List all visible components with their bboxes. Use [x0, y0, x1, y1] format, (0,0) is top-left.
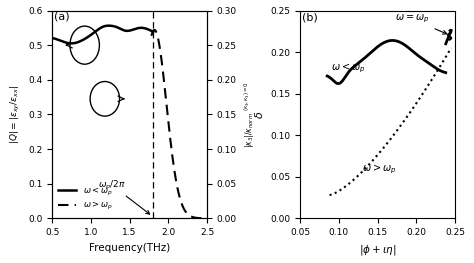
Y-axis label: $|\kappa_3|/\kappa_{norm}$ $^{(\kappa_3,\kappa_3)=0}$: $|\kappa_3|/\kappa_{norm}$ $^{(\kappa_3,… — [243, 81, 257, 148]
Text: $\omega < \omega_p$: $\omega < \omega_p$ — [331, 62, 365, 75]
Legend: $\omega < \omega_p$, $\omega > \omega_p$: $\omega < \omega_p$, $\omega > \omega_p$ — [56, 184, 114, 214]
X-axis label: Frequency(THz): Frequency(THz) — [89, 242, 170, 252]
Text: (a): (a) — [54, 11, 69, 21]
Text: $\omega = \omega_p$: $\omega = \omega_p$ — [395, 13, 447, 34]
Text: $\omega > \omega_p$: $\omega > \omega_p$ — [362, 162, 396, 176]
Y-axis label: $|Q|=|\varepsilon_{xy}/\varepsilon_{xx}|$: $|Q|=|\varepsilon_{xy}/\varepsilon_{xx}|… — [9, 85, 22, 144]
Text: $\omega_p/2\pi$: $\omega_p/2\pi$ — [98, 179, 150, 214]
Y-axis label: $\delta$: $\delta$ — [253, 110, 264, 119]
X-axis label: $|\phi+\iota\eta|$: $|\phi+\iota\eta|$ — [359, 242, 396, 257]
Text: (b): (b) — [301, 13, 318, 23]
